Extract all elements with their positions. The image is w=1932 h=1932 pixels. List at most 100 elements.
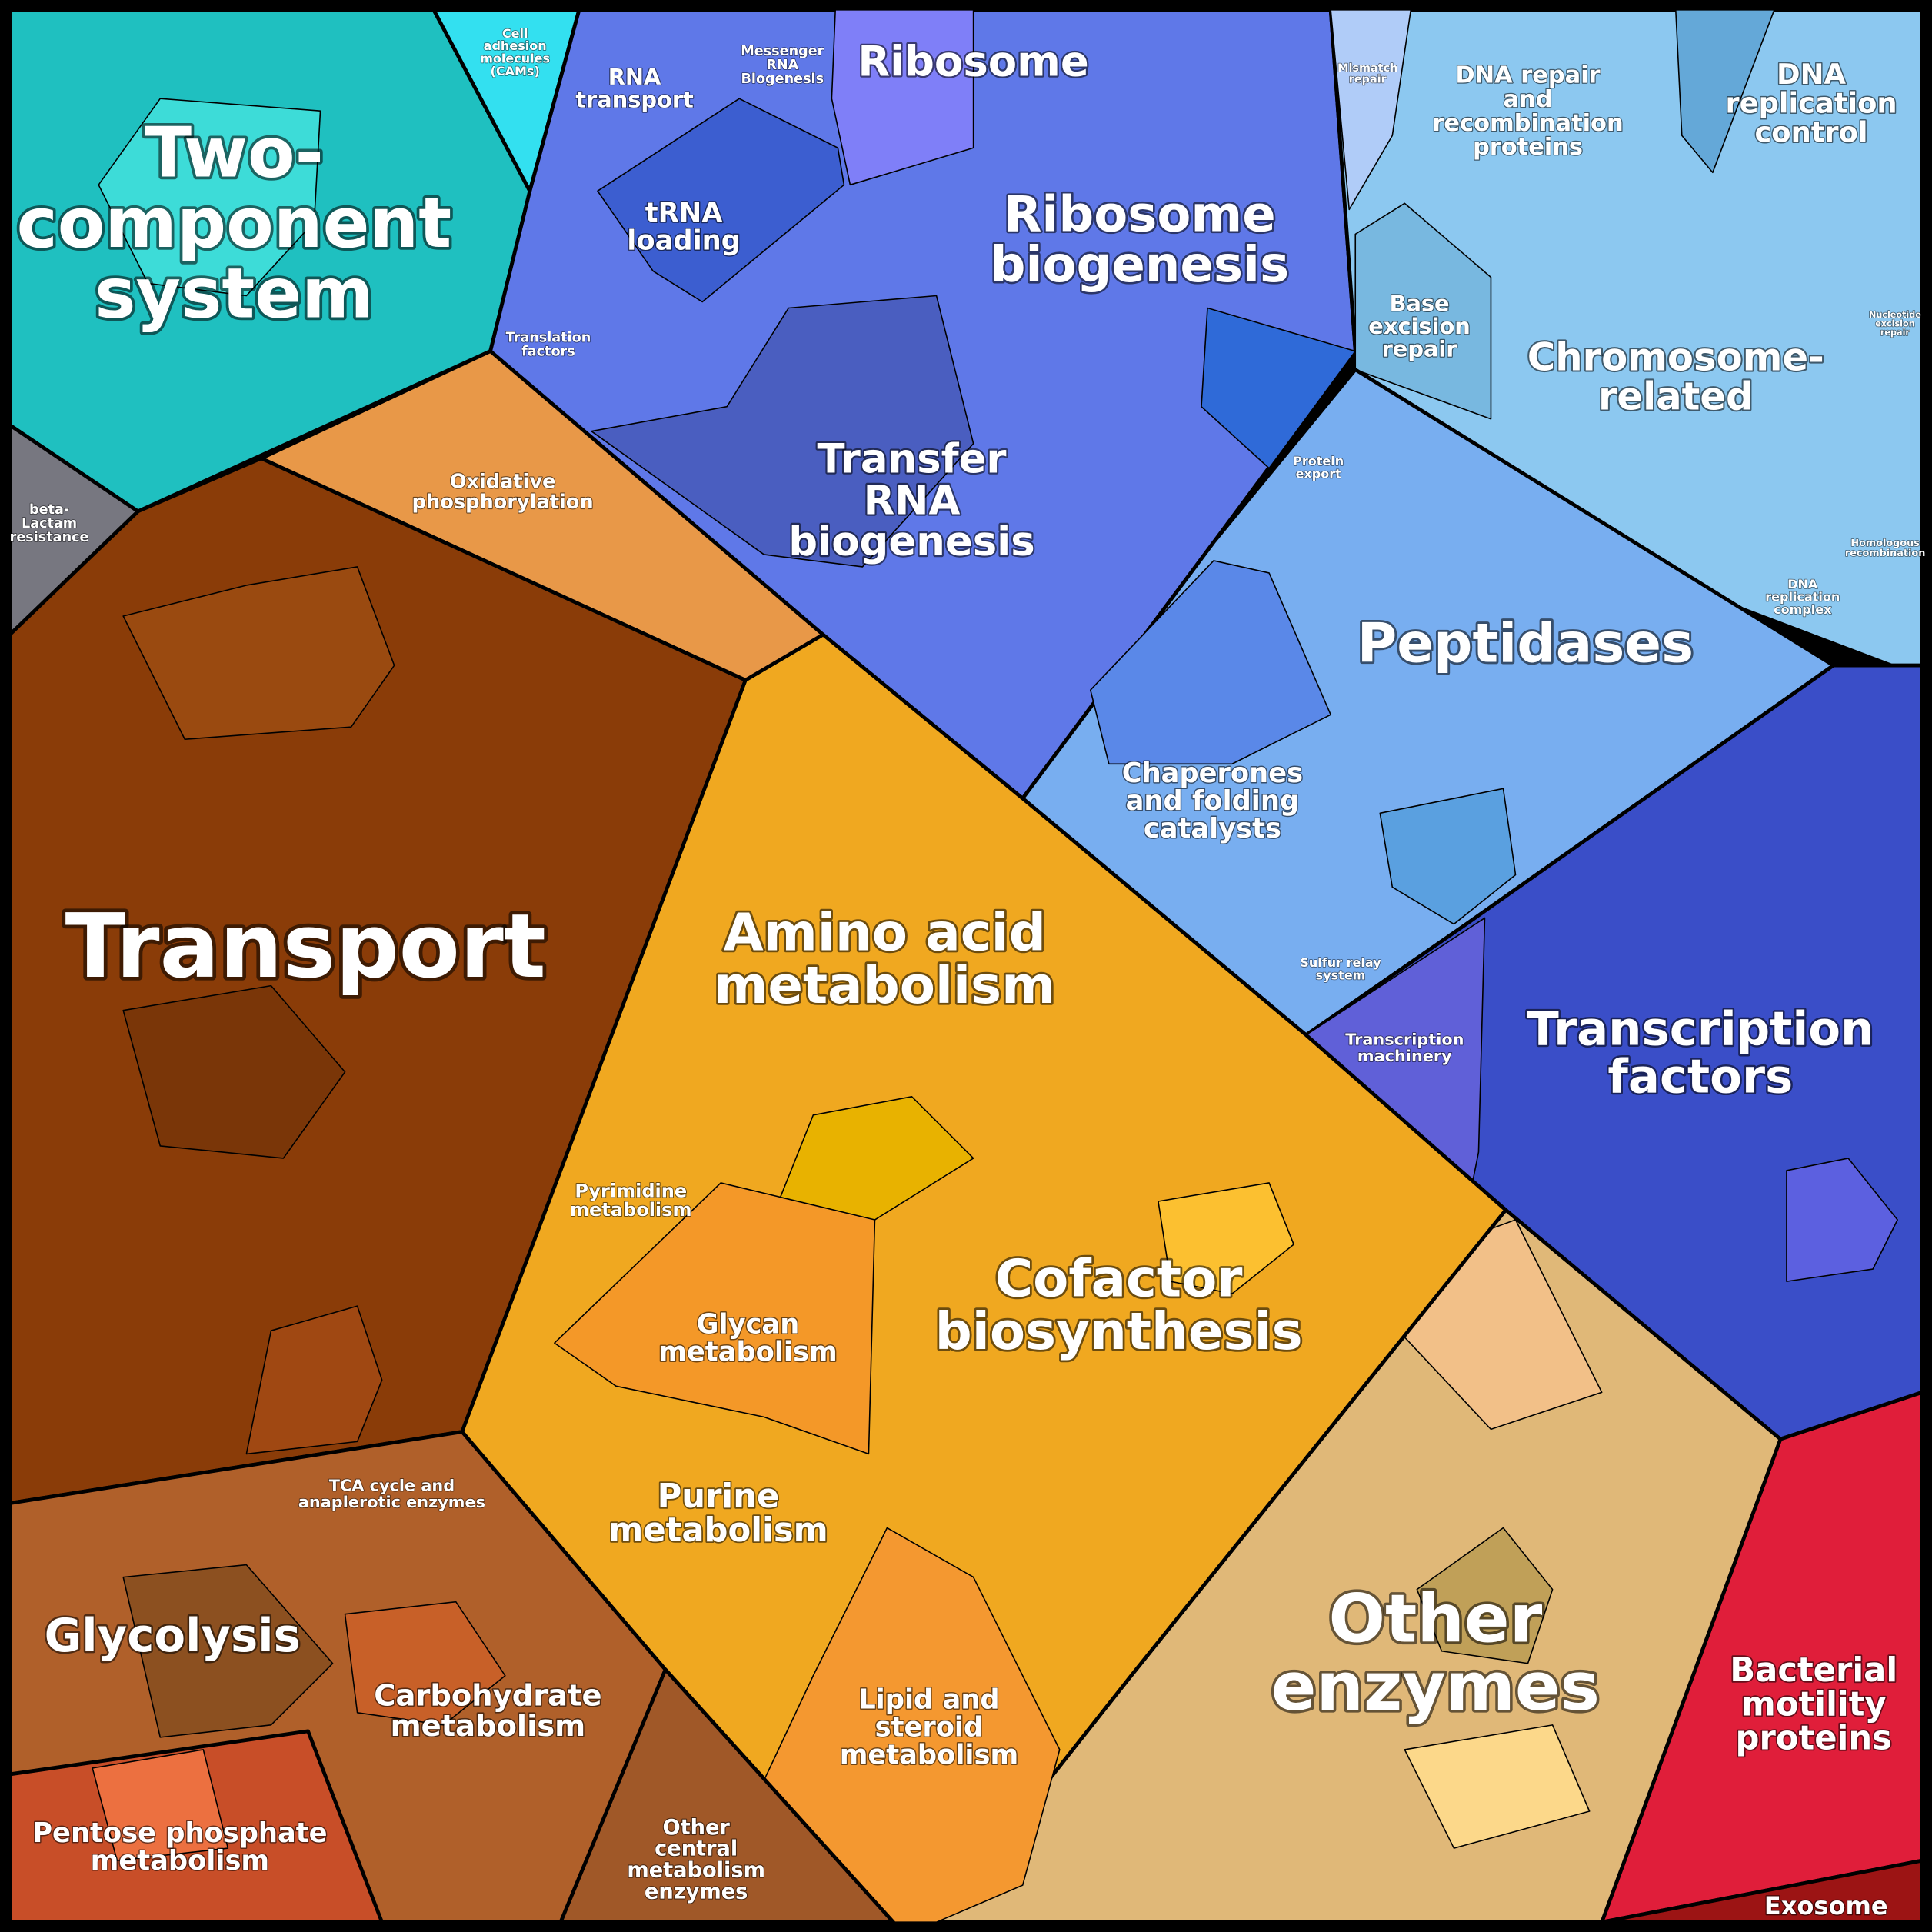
region-label: Cofactor <box>995 1249 1243 1309</box>
region-label: and <box>1504 86 1553 113</box>
region-label: motility <box>1741 1685 1887 1724</box>
region-label: control <box>1754 115 1867 148</box>
cell <box>122 984 346 1159</box>
region-label: Pyrimidine <box>575 1181 687 1202</box>
region-label: adhesion <box>484 38 547 53</box>
cell <box>597 98 845 303</box>
cell <box>92 1749 229 1861</box>
region-label: loading <box>627 225 741 256</box>
region-label: Other <box>1328 1581 1542 1658</box>
region-label: Glycan <box>697 1308 800 1340</box>
region-label: Transcription <box>1345 1031 1464 1049</box>
region-label: enzymes <box>645 1880 748 1904</box>
region-label: Two- <box>145 113 324 193</box>
region-label: metabolism <box>658 1336 838 1367</box>
cell <box>245 1305 383 1455</box>
region-label: repair <box>1349 73 1387 85</box>
region-label: enzymes <box>1271 1649 1600 1726</box>
cell <box>1354 202 1492 420</box>
region-label: Protein <box>1293 454 1344 468</box>
region-label: Biogenesis <box>741 72 824 87</box>
region-label: recombination <box>1432 110 1623 137</box>
region-label: RNA <box>864 477 961 524</box>
region-label: related <box>1598 374 1754 418</box>
labels: Two-componentsystemCelladhesionmolecules… <box>9 25 1926 1921</box>
region-label: factors <box>1607 1050 1793 1104</box>
region-label: Chaperones <box>1122 758 1303 789</box>
region-label: component <box>17 184 452 264</box>
cell <box>1416 1527 1554 1664</box>
region-label: RNA <box>608 64 661 90</box>
region-label: catalysts <box>1144 813 1281 844</box>
region-label: metabolism <box>627 1858 765 1882</box>
region-label: metabolism <box>840 1740 1019 1771</box>
region-label: proteins <box>1736 1719 1892 1757</box>
regions <box>8 8 1924 1924</box>
region-label: and folding <box>1126 785 1300 817</box>
region-label: system <box>95 254 373 334</box>
region-label: excision <box>1875 318 1915 328</box>
cell <box>591 295 974 568</box>
region-label: Transcription <box>1527 1001 1874 1056</box>
region-label: Lactam <box>22 516 77 531</box>
region-label: anaplerotic enzymes <box>298 1493 485 1511</box>
region-label: DNA <box>1777 58 1846 91</box>
region-label: Translation <box>506 331 591 346</box>
cell <box>122 566 395 741</box>
region-label: factors <box>521 345 575 360</box>
region-label: excision <box>1368 313 1471 339</box>
region-label: export <box>1296 466 1342 481</box>
region-label: repair <box>1382 336 1458 362</box>
cell <box>344 1601 506 1726</box>
region-label: Glycolysis <box>45 1609 301 1662</box>
region-label: tRNA <box>645 197 723 228</box>
region-label: Sulfur relay <box>1300 955 1381 970</box>
region-label: replication <box>1725 87 1897 120</box>
cell <box>775 1096 974 1221</box>
region-label: Messenger <box>741 44 824 59</box>
region-label: Oxidative <box>450 471 556 494</box>
region-label: Other <box>662 1816 730 1840</box>
region-label: Transfer <box>818 435 1007 482</box>
region-label: (CAMs) <box>491 64 540 78</box>
region-label: steroid <box>875 1712 984 1744</box>
cell <box>98 98 321 297</box>
cell <box>1201 307 1357 469</box>
cell <box>554 1182 876 1455</box>
region-label: Ribosome <box>1004 186 1276 243</box>
region-label: recombination <box>1845 548 1925 559</box>
region-label: resistance <box>10 530 89 545</box>
region-label: biogenesis <box>991 237 1290 294</box>
region-label: Ribosome <box>858 36 1088 85</box>
region-label: Chromosome- <box>1527 335 1824 380</box>
region-label: phosphorylation <box>412 491 594 514</box>
cell <box>1786 1158 1898 1282</box>
region-label: Carbohydrate <box>374 1679 601 1714</box>
region-label: Cell <box>502 26 528 41</box>
region-label: DNA repair <box>1455 62 1600 89</box>
region-label: Purine <box>658 1477 780 1516</box>
region-label: Amino acid <box>724 902 1046 962</box>
region-label: Nucleotide <box>1869 310 1921 320</box>
region-label: Mismatch <box>1337 62 1397 75</box>
region-label: metabolism <box>608 1511 828 1550</box>
region-label: complex <box>1774 602 1832 617</box>
region-label: repair <box>1880 328 1910 338</box>
region-label: transport <box>575 87 694 113</box>
cell <box>1158 1182 1294 1294</box>
region-label: replication <box>1765 589 1840 604</box>
region-label: Base <box>1389 291 1449 317</box>
region-label: biogenesis <box>788 518 1035 565</box>
region-label: Pentose phosphate <box>32 1817 327 1849</box>
region-label: proteins <box>1473 134 1583 161</box>
cell <box>1090 560 1332 765</box>
region-label: metabolism <box>570 1199 691 1221</box>
region-label: Homologous <box>1850 538 1920 549</box>
cell <box>1379 788 1517 925</box>
region-label: system <box>1316 968 1366 982</box>
region-label: Bacterial <box>1730 1651 1897 1690</box>
region-label: TCA cycle and <box>329 1477 455 1495</box>
